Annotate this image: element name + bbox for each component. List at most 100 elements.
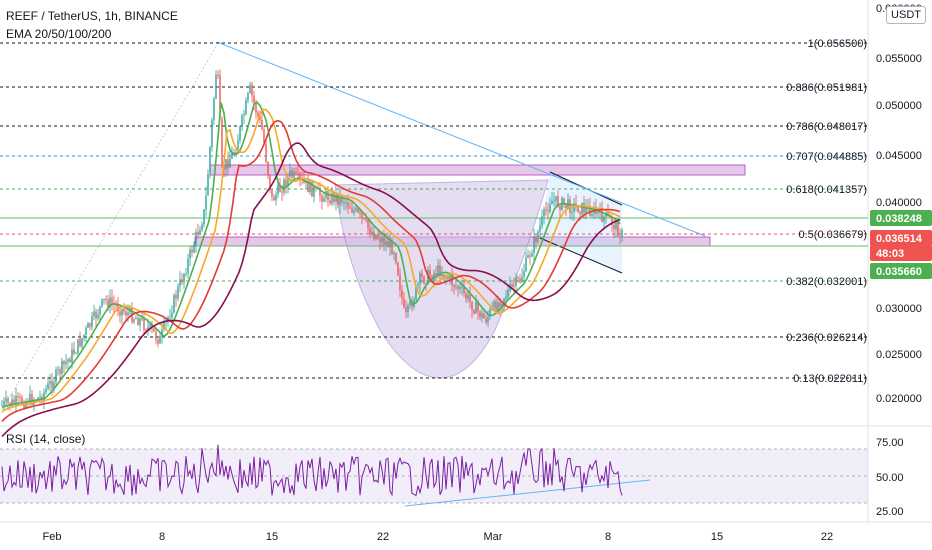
candle-body: [327, 191, 329, 201]
candle-body: [331, 192, 333, 204]
candle-body: [405, 307, 407, 313]
candle-body: [157, 339, 159, 344]
candle-body: [497, 302, 499, 312]
candle-body: [459, 287, 461, 289]
price-axis[interactable]: 0.0600000.0550000.0500000.0450000.040000…: [876, 3, 922, 405]
candle-body: [95, 311, 97, 319]
candle-body: [517, 277, 519, 279]
candle-body: [153, 328, 155, 332]
candle-body: [441, 274, 443, 277]
candle-body: [513, 285, 515, 287]
price-tick-label: 0.040000: [876, 197, 922, 209]
candle-body: [531, 253, 533, 257]
candle-body: [557, 196, 559, 207]
candle-body: [589, 206, 591, 216]
candle-body: [433, 273, 435, 280]
price-badge: [870, 210, 932, 226]
candle-body: [275, 194, 277, 201]
candle-body: [621, 230, 623, 238]
candle-body: [555, 196, 557, 201]
candle-body: [31, 393, 33, 405]
candle-body: [507, 289, 509, 297]
candle-body: [63, 360, 65, 365]
candle-body: [383, 237, 385, 245]
fib-label: 0.618(0.041357): [786, 184, 867, 196]
candle-body: [15, 396, 17, 404]
fibonacci-levels[interactable]: 1(0.056500) 0.886(0.051981) 0.786(0.048017…: [0, 38, 868, 385]
date-axis[interactable]: Feb 8 15 22 Mar 8 15 22: [43, 531, 834, 543]
candle-body: [603, 216, 605, 222]
candle-body: [395, 253, 397, 263]
currency-button[interactable]: USDT: [886, 6, 926, 24]
price-badge: [870, 230, 932, 246]
candle-body: [53, 382, 55, 389]
date-tick-label: 8: [159, 531, 165, 543]
candle-body: [199, 230, 201, 235]
candle-body: [241, 115, 243, 127]
candle-body: [543, 209, 545, 217]
rsi-tick-label: 50.00: [876, 472, 904, 484]
candle-body: [175, 295, 177, 299]
price-badge: [870, 263, 932, 279]
symbol-title[interactable]: REEF / TetherUS, 1h, BINANCE: [6, 9, 178, 23]
candle-body: [59, 369, 61, 374]
candle-body: [7, 398, 9, 403]
indicator-legend[interactable]: EMA 20/50/100/200: [6, 27, 112, 41]
date-tick-label: 15: [711, 531, 723, 543]
candle-body: [57, 369, 59, 371]
fib-label: 1(0.056500): [808, 38, 867, 50]
candle-body: [205, 195, 207, 210]
candle-body: [373, 231, 375, 239]
candle-body: [545, 209, 547, 211]
candle-body: [65, 361, 67, 365]
date-tick-label: Feb: [43, 531, 62, 543]
candle-body: [231, 151, 233, 159]
candle-body: [471, 301, 473, 311]
candle-body: [597, 212, 599, 214]
date-tick-label: 22: [821, 531, 833, 543]
candle-body: [505, 296, 507, 299]
candle-body: [309, 181, 311, 193]
trendline-rsi[interactable]: [404, 479, 651, 507]
candle-body: [585, 207, 587, 213]
rsi-series: [1, 444, 623, 497]
descending-channel[interactable]: [540, 172, 622, 273]
rsi-legend[interactable]: RSI (14, close): [6, 432, 86, 446]
candle-body: [115, 304, 117, 306]
candle-body: [173, 295, 175, 313]
candle-body: [329, 200, 331, 204]
candle-body: [473, 310, 475, 314]
candle-body: [533, 237, 535, 254]
candle-body: [429, 269, 431, 277]
candle-body: [29, 393, 31, 405]
candle-body: [17, 396, 19, 398]
candle-body: [81, 338, 83, 347]
candle-body: [147, 326, 149, 331]
candle-body: [71, 349, 73, 363]
candle-body: [127, 312, 129, 316]
candle-body: [97, 314, 99, 319]
candle-body: [9, 402, 11, 406]
candle-body: [511, 284, 513, 286]
candle-body: [347, 202, 349, 208]
trendline-descending[interactable]: [216, 41, 706, 237]
candle-body: [601, 208, 603, 222]
candle-body: [415, 285, 417, 300]
candle-body: [19, 396, 21, 398]
candle-body: [261, 119, 263, 130]
candle-body: [319, 187, 321, 196]
candle-body: [103, 298, 105, 300]
candle-body: [565, 204, 567, 208]
candle-body: [145, 329, 147, 331]
candle-body: [35, 400, 37, 402]
price-tick-label: 0.045000: [876, 150, 922, 162]
trendline-rally: [1, 44, 218, 411]
candle-body: [349, 207, 351, 209]
candle-body: [447, 277, 449, 279]
candle-body: [299, 173, 301, 179]
candle-body: [279, 184, 281, 192]
price-tick-label: 0.020000: [876, 393, 922, 405]
candle-body: [51, 381, 53, 389]
candle-body: [487, 316, 489, 323]
